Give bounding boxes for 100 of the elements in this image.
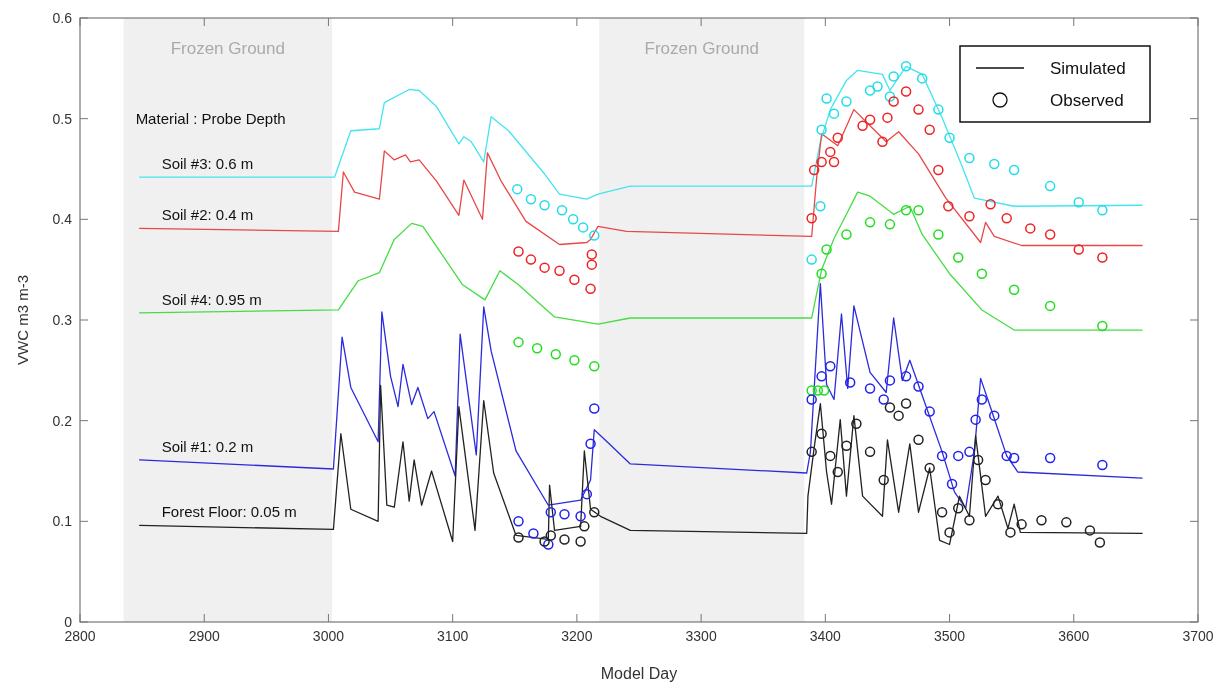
point: [569, 355, 580, 366]
annotation: Simulated: [1050, 59, 1126, 78]
point: [936, 450, 948, 462]
x-tick-label: 2800: [64, 628, 96, 644]
point: [916, 73, 928, 84]
y-tick-label: 0.1: [52, 513, 73, 530]
point: [528, 528, 539, 539]
x-tick-label: 3200: [561, 628, 593, 644]
point: [559, 534, 570, 545]
point: [1008, 164, 1020, 176]
point: [1016, 519, 1027, 530]
point: [964, 515, 975, 526]
point: [556, 205, 568, 216]
point: [972, 454, 984, 466]
point: [946, 478, 958, 490]
point: [841, 440, 852, 452]
point: [872, 81, 883, 92]
point: [953, 503, 964, 514]
point: [1044, 300, 1056, 312]
point: [944, 132, 955, 144]
point: [933, 104, 944, 115]
point: [545, 507, 557, 518]
point: [944, 527, 955, 538]
point: [924, 462, 935, 474]
point: [818, 385, 830, 396]
point: [806, 213, 817, 224]
point: [913, 381, 924, 392]
y-tick-label: 0.2: [52, 412, 73, 429]
point: [589, 230, 600, 241]
x-axis-title: Model Day: [600, 665, 678, 682]
point: [864, 383, 876, 394]
point: [550, 348, 562, 360]
point: [577, 222, 589, 233]
point: [1097, 252, 1108, 263]
point: [575, 511, 586, 522]
point: [832, 132, 844, 144]
point: [884, 91, 896, 102]
series-label: Soil #3: 0.6 m: [161, 155, 254, 173]
point: [841, 229, 852, 240]
point: [884, 402, 896, 413]
point: [589, 403, 600, 414]
point: [816, 156, 827, 168]
point: [1073, 244, 1084, 255]
point: [857, 120, 868, 131]
point: [878, 394, 889, 405]
series-label: Soil #2: 0.4 m: [161, 206, 254, 224]
point: [1044, 452, 1056, 464]
point: [806, 446, 817, 458]
point: [545, 530, 557, 541]
point: [1084, 525, 1096, 536]
point: [1044, 180, 1056, 192]
point: [579, 521, 590, 532]
point: [513, 336, 524, 348]
point: [539, 199, 550, 211]
series-label: Soil #4: 0.95 m: [161, 290, 262, 308]
point: [893, 410, 904, 421]
point: [913, 104, 924, 115]
point: [1005, 527, 1016, 538]
point: [821, 244, 832, 255]
point: [816, 268, 827, 279]
point: [900, 398, 912, 409]
point: [806, 394, 817, 405]
point: [531, 342, 543, 354]
y-axis-title: VWC m3 m-3: [14, 275, 31, 365]
point: [1044, 229, 1056, 240]
point: [513, 532, 524, 543]
point: [877, 136, 888, 148]
point: [924, 124, 935, 135]
x-tick-label: 3600: [1058, 628, 1090, 644]
line-series: [138, 108, 1143, 247]
point: [900, 86, 912, 97]
point: [985, 198, 996, 210]
point: [569, 274, 580, 285]
point: [513, 246, 524, 257]
point: [943, 201, 954, 212]
x-tick-label: 3100: [437, 628, 469, 644]
point: [806, 385, 817, 396]
point: [888, 96, 899, 107]
point: [812, 385, 824, 396]
point: [1097, 320, 1108, 332]
point: [559, 509, 570, 520]
point: [525, 193, 537, 205]
point: [825, 361, 836, 372]
point: [828, 108, 840, 119]
point: [976, 394, 988, 405]
point: [581, 488, 593, 500]
point: [936, 507, 948, 518]
point: [539, 536, 550, 547]
point: [585, 283, 596, 295]
point: [554, 265, 565, 276]
point: [828, 156, 840, 168]
point: [933, 164, 944, 176]
point: [1008, 452, 1020, 464]
point: [1001, 213, 1012, 224]
series-label: Forest Floor: 0.05 m: [161, 503, 297, 521]
point: [976, 268, 988, 279]
point: [992, 498, 1004, 510]
point: [816, 428, 827, 439]
point: [864, 85, 876, 96]
point: [913, 434, 924, 446]
